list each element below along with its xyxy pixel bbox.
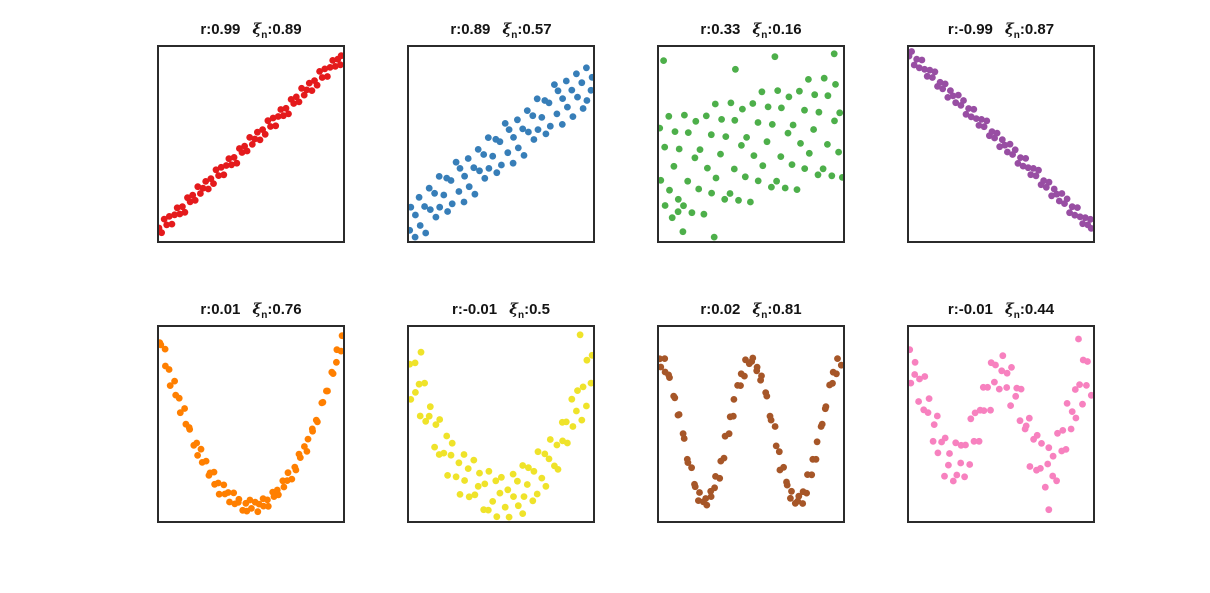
xi-number: :0.44	[1019, 301, 1055, 318]
xi-symbol: ξ	[1004, 300, 1014, 318]
scatter-canvas-pink	[909, 335, 1093, 514]
subplot-title: r:-0.01 ξn:0.5	[407, 297, 595, 321]
xi-number: :0.57	[517, 21, 552, 38]
scatter-canvas-yellow	[409, 331, 593, 521]
xi-number: :0.16	[767, 21, 802, 38]
plot-frame	[907, 45, 1095, 243]
xi-number: :0.5	[524, 301, 550, 318]
xi-symbol: ξ	[252, 300, 262, 318]
scatter-canvas-green	[659, 50, 843, 241]
subplot-title: r:0.33 ξn:0.16	[657, 17, 845, 41]
r-value-label: r:-0.01	[452, 301, 498, 318]
xi-subscript: n	[517, 310, 525, 321]
scatter-canvas-purple	[909, 48, 1093, 232]
scatter-canvas-orange	[159, 332, 343, 516]
xi-value-label: ξn:0.89	[252, 20, 302, 41]
subplot-noisy-parabola: r:-0.01 ξn:0.5	[407, 297, 595, 523]
xi-symbol: ξ	[252, 20, 262, 38]
plot-frame	[157, 45, 345, 243]
subplot-parabola: r:0.01 ξn:0.76	[157, 297, 345, 523]
xi-value-label: ξn:0.16	[752, 20, 802, 41]
subplot-title: r:0.89 ξn:0.57	[407, 17, 595, 41]
scatter-canvas-blue	[409, 64, 593, 241]
r-value-label: r:-0.01	[947, 301, 993, 318]
xi-symbol: ξ	[509, 300, 518, 318]
r-value-label: r:0.89	[450, 21, 491, 38]
subplot-title: r:0.02 ξn:0.81	[657, 297, 845, 321]
xi-symbol: ξ	[752, 300, 762, 318]
xi-number: :0.76	[267, 301, 302, 318]
xi-symbol: ξ	[752, 20, 762, 38]
plot-frame	[407, 45, 595, 243]
scatter-canvas-red	[159, 52, 343, 237]
xi-value-label: ξn:0.57	[502, 20, 552, 41]
plot-frame	[657, 325, 845, 523]
subplot-strong-positive-linear: r:0.99 ξn:0.89	[157, 17, 345, 243]
xi-number: :0.87	[1019, 21, 1055, 38]
xi-value-label: ξn:0.5	[509, 300, 550, 321]
subplot-title: r:0.99 ξn:0.89	[157, 17, 345, 41]
r-value-label: r:0.01	[200, 301, 241, 318]
r-value-label: r:0.33	[700, 21, 741, 38]
xi-subscript: n	[1013, 310, 1020, 321]
subplot-noisy-w-wave: r:-0.01 ξn:0.44	[907, 297, 1095, 523]
xi-symbol: ξ	[502, 20, 512, 38]
xi-subscript: n	[261, 30, 268, 41]
xi-number: :0.81	[767, 301, 802, 318]
subplot-noisy-positive-linear: r:0.89 ξn:0.57	[407, 17, 595, 243]
xi-symbol: ξ	[1004, 20, 1014, 38]
r-value-label: r:0.99	[200, 21, 241, 38]
xi-subscript: n	[761, 310, 768, 321]
plot-frame	[907, 325, 1095, 523]
xi-value-label: ξn:0.44	[1004, 300, 1055, 321]
scatter-canvas-brown	[659, 354, 843, 509]
xi-subscript: n	[1013, 30, 1020, 41]
subplot-title: r:-0.01 ξn:0.44	[907, 297, 1095, 321]
plot-frame	[407, 325, 595, 523]
subplot-w-wave: r:0.02 ξn:0.81	[657, 297, 845, 523]
xi-value-label: ξn:0.87	[1004, 20, 1055, 41]
r-value-label: r:-0.99	[947, 21, 993, 38]
xi-number: :0.89	[267, 21, 302, 38]
xi-subscript: n	[261, 310, 268, 321]
r-value-label: r:0.02	[700, 301, 741, 318]
xi-subscript: n	[511, 30, 518, 41]
plot-frame	[157, 325, 345, 523]
xi-value-label: ξn:0.76	[252, 300, 302, 321]
subplot-strong-negative-linear: r:-0.99 ξn:0.87	[907, 17, 1095, 243]
subplot-title: r:0.01 ξn:0.76	[157, 297, 345, 321]
xi-value-label: ξn:0.81	[752, 300, 802, 321]
subplot-weak-correlation: r:0.33 ξn:0.16	[657, 17, 845, 243]
subplot-title: r:-0.99 ξn:0.87	[907, 17, 1095, 41]
xi-subscript: n	[761, 30, 768, 41]
plot-frame	[657, 45, 845, 243]
